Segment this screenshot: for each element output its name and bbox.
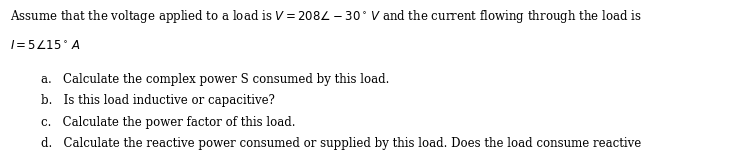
Text: b.   Is this load inductive or capacitive?: b. Is this load inductive or capacitive? [41, 94, 275, 107]
Text: d.   Calculate the reactive power consumed or supplied by this load. Does the lo: d. Calculate the reactive power consumed… [41, 137, 642, 150]
Text: Assume that the voltage applied to a load is $V = 208\angle - 30^\circ\,V$ and t: Assume that the voltage applied to a loa… [10, 8, 642, 25]
Text: $I = 5\angle15^\circ\,A$: $I = 5\angle15^\circ\,A$ [10, 40, 81, 53]
Text: c.   Calculate the power factor of this load.: c. Calculate the power factor of this lo… [41, 116, 296, 129]
Text: a.   Calculate the complex power S consumed by this load.: a. Calculate the complex power S consume… [41, 73, 389, 86]
